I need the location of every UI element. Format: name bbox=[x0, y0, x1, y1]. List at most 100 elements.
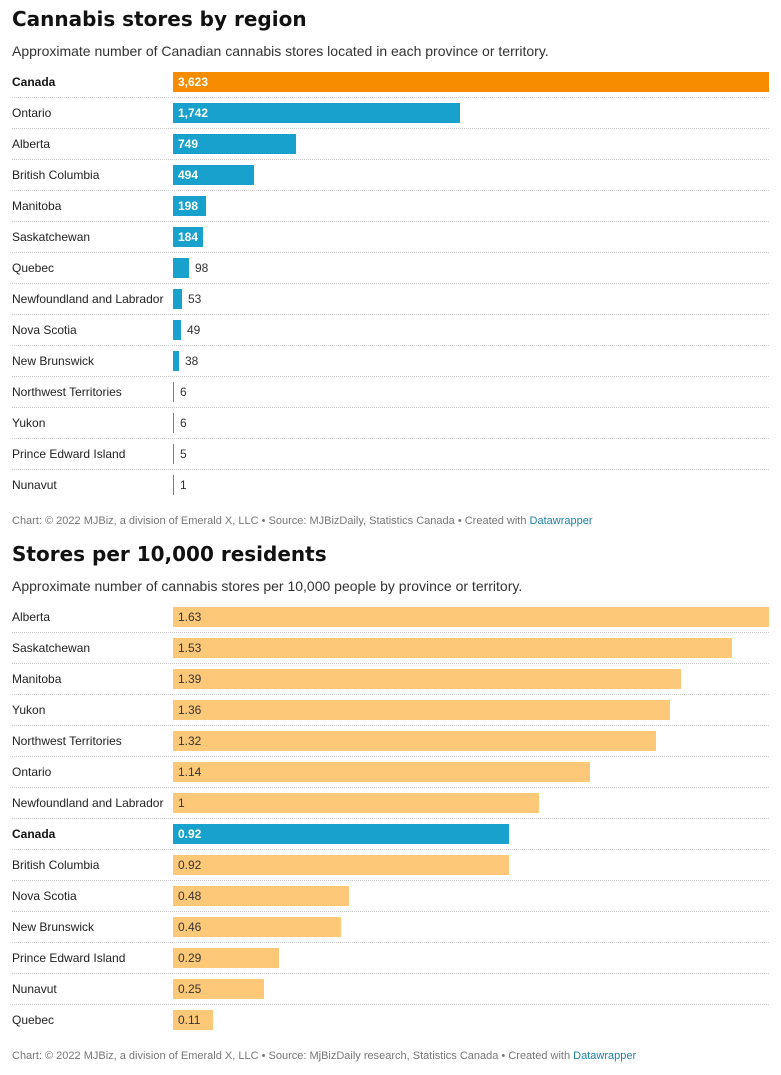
category-label: Yukon bbox=[12, 703, 46, 717]
bar-track: 0.46 bbox=[173, 912, 769, 942]
bar-row: Newfoundland and Labrador 1 bbox=[12, 788, 769, 819]
chart-footer: Chart: © 2022 MJBiz, a division of Emera… bbox=[12, 1048, 769, 1064]
bar-track: 38 bbox=[173, 346, 769, 376]
category-label: Ontario bbox=[12, 106, 52, 120]
bar-row: Saskatchewan 1.53 bbox=[12, 633, 769, 664]
value-label: 0.92 bbox=[178, 827, 202, 841]
bar-track: 1.32 bbox=[173, 726, 769, 756]
category-label: Manitoba bbox=[12, 672, 62, 686]
bar-row: Prince Edward Island 0.29 bbox=[12, 943, 769, 974]
bar bbox=[173, 638, 732, 658]
category-label: Quebec bbox=[12, 1013, 55, 1027]
bar bbox=[173, 948, 279, 968]
bar-row: Prince Edward Island 5 bbox=[12, 439, 769, 470]
value-label: 1,742 bbox=[178, 106, 209, 120]
bar-row: Northwest Territories 6 bbox=[12, 377, 769, 408]
value-label: 1 bbox=[178, 796, 185, 810]
bar-track: 0.48 bbox=[173, 881, 769, 911]
value-label: 0.25 bbox=[178, 982, 202, 996]
bar-track: 98 bbox=[173, 253, 769, 283]
bar bbox=[173, 103, 460, 123]
value-label: 198 bbox=[178, 199, 199, 213]
bar-track: 1.53 bbox=[173, 633, 769, 663]
bar-track: 3,623 bbox=[173, 67, 769, 97]
bar-track: 53 bbox=[173, 284, 769, 314]
bar-row: Manitoba 198 bbox=[12, 191, 769, 222]
bar-track: 184 bbox=[173, 222, 769, 252]
bar bbox=[173, 134, 296, 154]
value-label: 6 bbox=[180, 416, 187, 430]
value-label: 5 bbox=[180, 447, 187, 461]
bar bbox=[173, 793, 539, 813]
bar-row: Northwest Territories 1.32 bbox=[12, 726, 769, 757]
bar-track: 494 bbox=[173, 160, 769, 190]
value-label: 0.11 bbox=[178, 1013, 201, 1027]
bar-row: British Columbia 0.92 bbox=[12, 850, 769, 881]
value-label: 1.32 bbox=[178, 734, 202, 748]
value-label: 1.63 bbox=[178, 610, 202, 624]
bar-row: Quebec 0.11 bbox=[12, 1005, 769, 1036]
value-label: 1.36 bbox=[178, 703, 202, 717]
bar-row: Saskatchewan 184 bbox=[12, 222, 769, 253]
bar-track: 1.39 bbox=[173, 664, 769, 694]
bar bbox=[173, 886, 349, 906]
category-label: Yukon bbox=[12, 416, 46, 430]
bar-track: 0.29 bbox=[173, 943, 769, 973]
bar bbox=[173, 475, 174, 495]
value-label: 1.39 bbox=[178, 672, 202, 686]
bar bbox=[173, 72, 769, 92]
category-label: Ontario bbox=[12, 765, 52, 779]
chart-title: Stores per 10,000 residents bbox=[12, 542, 327, 566]
value-label: 0.46 bbox=[178, 920, 202, 934]
value-label: 0.29 bbox=[178, 951, 202, 965]
bar-track: 1.63 bbox=[173, 602, 769, 632]
bar-track: 0.92 bbox=[173, 850, 769, 880]
bar bbox=[173, 979, 264, 999]
value-label: 184 bbox=[178, 230, 199, 244]
value-label: 53 bbox=[188, 292, 202, 306]
bar bbox=[173, 165, 254, 185]
bar-row: New Brunswick 38 bbox=[12, 346, 769, 377]
value-label: 1 bbox=[180, 478, 187, 492]
datawrapper-link[interactable]: Datawrapper bbox=[529, 515, 593, 527]
bar-track: 0.11 bbox=[173, 1005, 769, 1035]
bar-track: 749 bbox=[173, 129, 769, 159]
bar-row: Alberta 749 bbox=[12, 129, 769, 160]
bar-row: Yukon 6 bbox=[12, 408, 769, 439]
value-label: 1.53 bbox=[178, 641, 202, 655]
category-label: Nova Scotia bbox=[12, 889, 77, 903]
bar-row: Yukon 1.36 bbox=[12, 695, 769, 726]
bar-track: 1 bbox=[173, 470, 769, 500]
bar bbox=[173, 855, 509, 875]
category-label: Newfoundland and Labrador bbox=[12, 292, 164, 306]
bar-row: Quebec 98 bbox=[12, 253, 769, 284]
category-label: British Columbia bbox=[12, 858, 100, 872]
bar bbox=[173, 607, 769, 627]
bar bbox=[173, 669, 681, 689]
bar bbox=[173, 289, 182, 309]
category-label: Northwest Territories bbox=[12, 385, 122, 399]
category-label: Northwest Territories bbox=[12, 734, 122, 748]
bar bbox=[173, 824, 509, 844]
bar-row: Nova Scotia 49 bbox=[12, 315, 769, 346]
datawrapper-link[interactable]: Datawrapper bbox=[573, 1050, 637, 1062]
bar-row: Newfoundland and Labrador 53 bbox=[12, 284, 769, 315]
category-label: Alberta bbox=[12, 137, 51, 151]
bar-track: 6 bbox=[173, 377, 769, 407]
bar-track: 198 bbox=[173, 191, 769, 221]
bar-track: 0.92 bbox=[173, 819, 769, 849]
bar bbox=[173, 700, 670, 720]
bar-row: Manitoba 1.39 bbox=[12, 664, 769, 695]
bar bbox=[173, 762, 590, 782]
value-label: 1.14 bbox=[178, 765, 202, 779]
bar-track: 1.14 bbox=[173, 757, 769, 787]
category-label: Newfoundland and Labrador bbox=[12, 796, 164, 810]
category-label: Quebec bbox=[12, 261, 55, 275]
bar bbox=[173, 413, 174, 433]
bar-track: 49 bbox=[173, 315, 769, 345]
bar-row: Canada 3,623 bbox=[12, 67, 769, 98]
value-label: 0.48 bbox=[178, 889, 202, 903]
value-label: 98 bbox=[195, 261, 209, 275]
bar bbox=[173, 731, 656, 751]
bar-track: 6 bbox=[173, 408, 769, 438]
